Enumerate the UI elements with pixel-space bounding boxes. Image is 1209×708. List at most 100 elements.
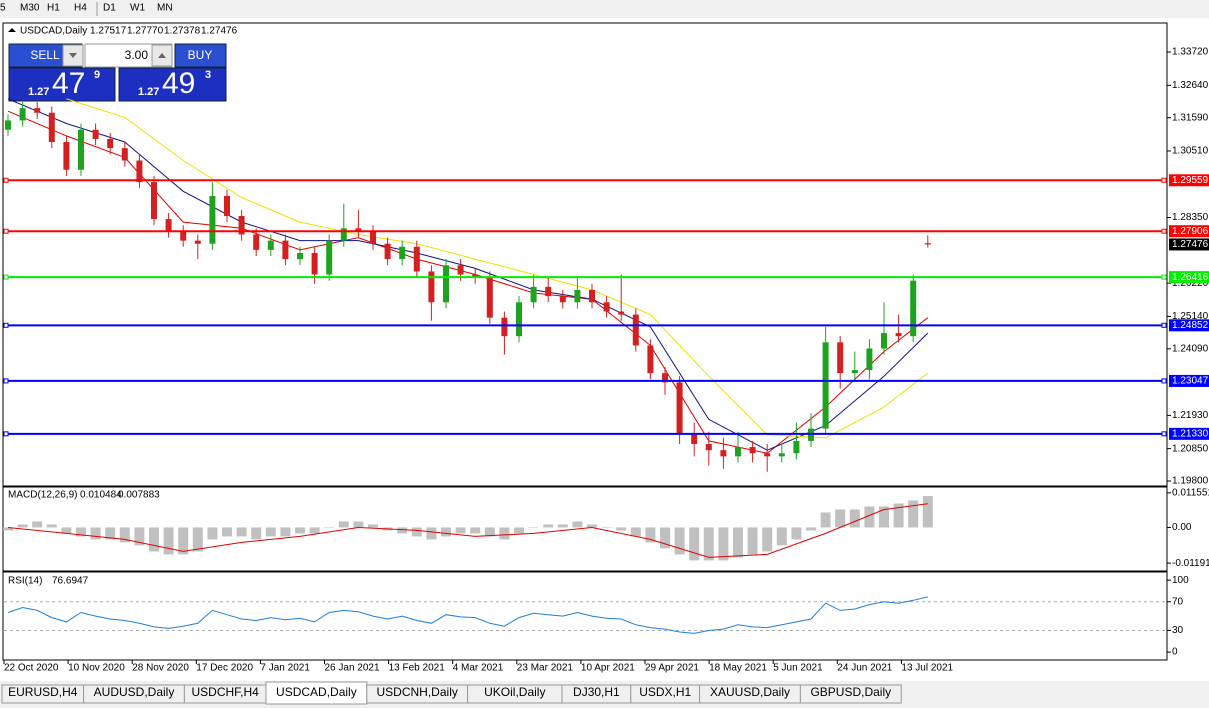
ohlc-value: 1.27378 <box>164 26 201 37</box>
timeframe-button[interactable]: 5 <box>0 3 6 14</box>
macd-bar <box>90 527 101 540</box>
candle-body <box>735 447 741 457</box>
price-tag <box>1169 238 1209 251</box>
candle-body <box>443 265 449 303</box>
y-tick-label: 70 <box>1172 596 1184 607</box>
level-label: 1.27906 <box>1172 226 1209 237</box>
sell-label[interactable]: SELL <box>30 48 60 62</box>
level-handle <box>3 378 9 384</box>
macd-bar <box>295 527 305 534</box>
candle-body <box>662 373 668 383</box>
candle-body <box>209 195 216 244</box>
macd-bar <box>718 527 729 561</box>
level-handle <box>3 322 9 328</box>
level-handle <box>1161 378 1167 384</box>
candle-body <box>895 333 902 337</box>
macd-bar <box>820 512 831 528</box>
tab-label[interactable]: USDCHF,H4 <box>192 685 260 699</box>
timeframe-button[interactable]: W1 <box>130 3 145 14</box>
tab-label[interactable]: XAUUSD,Daily <box>710 685 790 699</box>
macd-bar <box>470 527 481 534</box>
level-handle <box>1161 177 1167 183</box>
candle-body <box>326 240 333 275</box>
level-tag <box>1169 319 1209 332</box>
tab-label[interactable]: GBPUSD,Daily <box>810 685 891 699</box>
macd-bar <box>806 527 816 531</box>
tab-label[interactable]: USDX,H1 <box>639 685 691 699</box>
macd-bar <box>514 527 524 534</box>
candle-body <box>282 240 289 260</box>
candle-body <box>370 231 376 244</box>
macd-bar <box>134 527 145 546</box>
tab-label[interactable]: USDCAD,Daily <box>276 685 357 699</box>
bid-box[interactable] <box>8 67 116 102</box>
timeframe-button[interactable]: M30 <box>20 3 40 14</box>
ask-pips: 49 <box>162 67 195 100</box>
macd-bar <box>149 527 159 552</box>
candle-body <box>486 277 493 318</box>
y-tick-label: 30 <box>1172 625 1184 636</box>
candle-body <box>399 246 406 260</box>
ask-fraction: 3 <box>205 69 211 81</box>
buy-label[interactable]: BUY <box>188 48 213 62</box>
y-tick-label: -0.011914 <box>1172 558 1209 569</box>
y-tick-label: 1.21930 <box>1172 410 1209 421</box>
timeframe-button[interactable]: H1 <box>47 3 60 14</box>
level-label: 1.29559 <box>1172 175 1209 186</box>
x-tick-label: 28 Nov 2020 <box>132 663 189 674</box>
macd-bar <box>426 527 437 540</box>
candle-body <box>121 148 128 161</box>
x-tick-label: 7 Jan 2021 <box>260 663 310 674</box>
macd-signal <box>7 503 928 558</box>
macd-bar <box>484 527 495 537</box>
macd-bar <box>587 524 597 528</box>
macd-bar <box>105 527 116 540</box>
macd-bar <box>455 527 466 534</box>
tab-label[interactable]: DJ30,H1 <box>573 685 620 699</box>
macd-bar <box>601 527 612 528</box>
timeframe-button[interactable]: H4 <box>74 3 87 14</box>
y-tick-label: 1.25140 <box>1172 311 1209 322</box>
ask-box[interactable] <box>118 67 227 102</box>
macd-bar <box>572 521 583 528</box>
tab[interactable] <box>799 684 902 704</box>
y-tick-label: 1.28350 <box>1172 212 1209 223</box>
macd-bar <box>46 524 57 528</box>
candle-body <box>545 286 552 297</box>
candle-body <box>428 271 435 303</box>
level-label: 1.21330 <box>1172 428 1209 439</box>
candle-body <box>764 453 771 457</box>
lot-value[interactable]: 3.00 <box>125 48 149 62</box>
macd-bar <box>338 521 349 528</box>
candle-body <box>574 289 581 303</box>
tab-label[interactable]: AUDUSD,Daily <box>94 685 175 699</box>
macd-bar <box>776 527 787 546</box>
macd-bar <box>3 527 13 531</box>
tab-label[interactable]: EURUSD,H4 <box>8 685 78 699</box>
candle-body <box>384 243 391 260</box>
macd-bar <box>835 509 846 528</box>
level-handle <box>1161 431 1167 437</box>
tab-label[interactable]: USDCNH,Daily <box>377 685 458 699</box>
y-tick-label: 0 <box>1172 647 1178 658</box>
candle-body <box>267 240 274 250</box>
macd-bar <box>207 527 218 540</box>
buy-button[interactable] <box>174 43 227 68</box>
macd-bar <box>908 500 919 528</box>
y-tick-label: 1.30510 <box>1172 146 1209 157</box>
timeframe-button[interactable]: D1 <box>103 3 116 14</box>
level-label: 1.26416 <box>1172 272 1209 283</box>
macd-bar <box>163 527 174 555</box>
candle-body <box>778 453 785 457</box>
tab-label[interactable]: UKOil,Daily <box>484 685 545 699</box>
candle-body <box>34 108 41 113</box>
timeframe-button[interactable]: MN <box>157 3 173 14</box>
ohlc-value: 1.27770 <box>127 26 164 37</box>
x-tick-label: 4 Mar 2021 <box>453 663 504 674</box>
x-tick-label: 26 Jan 2021 <box>325 663 380 674</box>
macd-bar <box>441 527 451 537</box>
macd-bar <box>762 527 773 552</box>
macd-bar <box>528 527 539 528</box>
level-tag <box>1169 225 1209 238</box>
